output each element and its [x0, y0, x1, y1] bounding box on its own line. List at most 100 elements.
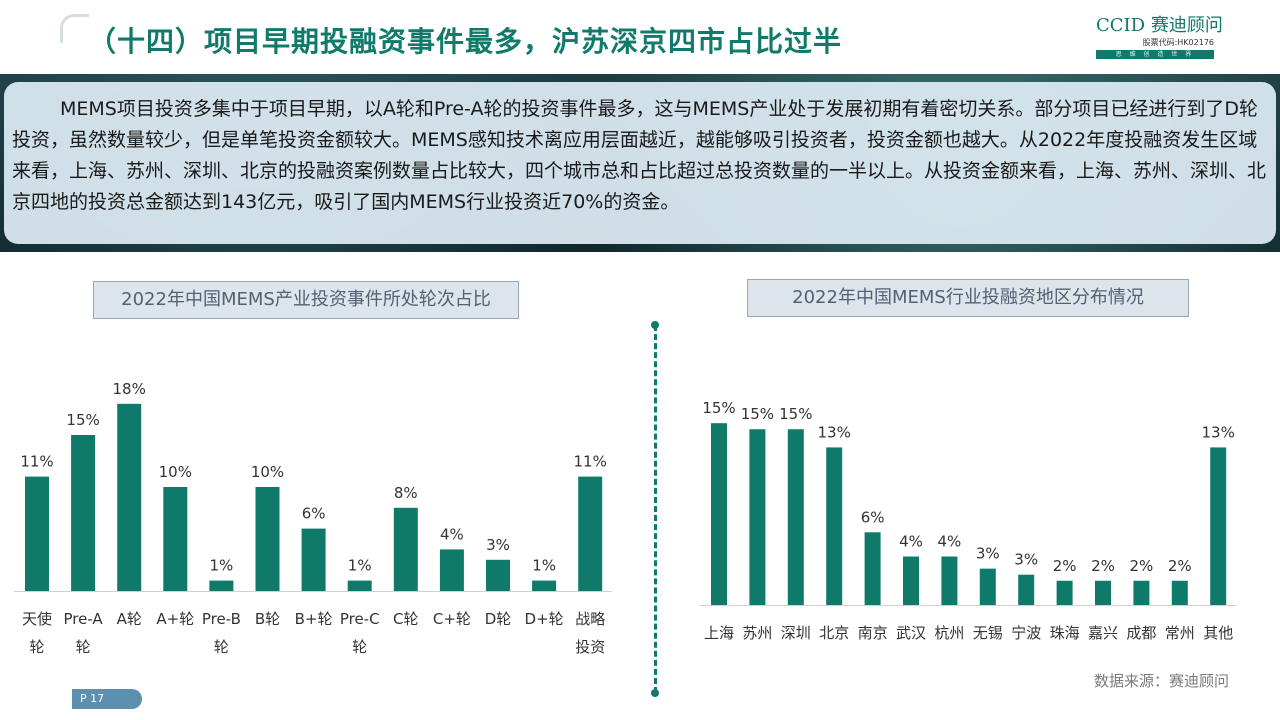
regions-category-label: 无锡 — [973, 624, 1003, 642]
regions-bar — [1133, 580, 1150, 605]
regions-bar — [749, 429, 766, 605]
rounds-category-label: 轮 — [352, 638, 367, 656]
rounds-data-label: 10% — [159, 463, 192, 481]
rounds-data-label: 11% — [20, 453, 53, 471]
regions-bar — [711, 423, 727, 605]
regions-data-label: 15% — [741, 405, 774, 423]
divider-bottom-dot — [651, 689, 659, 697]
section-divider — [654, 325, 657, 693]
regions-category-label: 武汉 — [896, 624, 926, 642]
rounds-bar — [347, 580, 372, 591]
rounds-bar — [301, 528, 326, 591]
rounds-category-label: C轮 — [393, 610, 418, 628]
regions-bar — [903, 556, 919, 605]
regions-data-label: 4% — [938, 533, 962, 551]
rounds-category-label: B轮 — [255, 610, 280, 628]
rounds-data-label: 3% — [486, 536, 510, 554]
rounds-bar — [578, 476, 603, 591]
regions-bar — [979, 568, 996, 605]
rounds-bar — [255, 487, 280, 591]
rounds-data-label: 18% — [113, 380, 146, 398]
divider-top-dot — [651, 321, 659, 329]
rounds-bar — [439, 549, 464, 591]
rounds-chart-title: 2022年中国MEMS产业投资事件所处轮次占比 — [93, 281, 519, 319]
logo-brand-cn: 赛迪顾问 — [1150, 15, 1223, 36]
regions-category-label: 杭州 — [934, 624, 964, 642]
regions-bar — [1210, 447, 1227, 605]
regions-bar — [826, 447, 843, 605]
rounds-data-label: 4% — [440, 525, 464, 543]
regions-data-label: 15% — [702, 399, 735, 417]
regions-category-label: 嘉兴 — [1088, 624, 1118, 642]
regions-category-label: 南京 — [858, 624, 888, 642]
regions-category-label: 成都 — [1126, 624, 1156, 642]
logo-brand: CCID — [1096, 15, 1146, 36]
regions-data-label: 2% — [1053, 557, 1077, 575]
regions-data-label: 2% — [1168, 557, 1192, 575]
rounds-bar — [209, 580, 234, 591]
rounds-bar — [393, 507, 418, 591]
rounds-bar — [25, 476, 49, 591]
logo-stock-code: 股票代码:HK02176 — [1142, 38, 1214, 47]
rounds-category-label: C+轮 — [433, 610, 471, 628]
corner-decoration — [60, 14, 89, 43]
rounds-category-label: 轮 — [29, 638, 44, 656]
regions-data-label: 3% — [1014, 551, 1038, 569]
rounds-data-label: 1% — [210, 557, 234, 575]
regions-data-label: 4% — [899, 533, 923, 551]
rounds-bar — [532, 580, 557, 591]
regions-bar — [1056, 580, 1073, 605]
rounds-data-label: 11% — [574, 453, 607, 471]
rounds-bar — [117, 403, 142, 591]
regions-data-label: 3% — [976, 545, 1000, 563]
rounds-category-label: D轮 — [485, 610, 512, 628]
regions-category-label: 苏州 — [742, 624, 772, 642]
rounds-category-label: Pre-C — [340, 610, 380, 628]
regions-data-label: 2% — [1130, 557, 1154, 575]
rounds-category-label: Pre-A — [63, 610, 103, 628]
rounds-bar — [71, 435, 96, 591]
rounds-category-label: 天使 — [22, 610, 52, 628]
rounds-data-label: 8% — [394, 484, 418, 502]
regions-bar — [864, 532, 881, 605]
regions-data-label: 15% — [779, 405, 812, 423]
regions-bar — [787, 429, 804, 605]
rounds-category-label: A轮 — [117, 610, 142, 628]
rounds-category-label: A+轮 — [156, 610, 194, 628]
summary-text: MEMS项目投资多集中于项目早期，以A轮和Pre-A轮的投资事件最多，这与MEM… — [12, 98, 1267, 213]
regions-data-label: 2% — [1091, 557, 1115, 575]
page-number-badge: P 17 — [72, 689, 142, 709]
page-title: （十四）项目早期投融资事件最多，沪苏深京四市占比过半 — [88, 25, 843, 58]
regions-chart-title: 2022年中国MEMS行业投融资地区分布情况 — [747, 279, 1189, 317]
summary-box: MEMS项目投资多集中于项目早期，以A轮和Pre-A轮的投资事件最多，这与MEM… — [4, 82, 1276, 244]
regions-data-label: 6% — [861, 508, 885, 526]
rounds-bar — [163, 487, 188, 591]
regions-bar — [1171, 580, 1188, 605]
regions-category-label: 宁波 — [1011, 624, 1041, 642]
regions-category-label: 上海 — [704, 624, 734, 642]
regions-category-label: 深圳 — [781, 624, 811, 642]
regions-data-label: 13% — [1202, 423, 1235, 441]
rounds-category-label: 投资 — [575, 638, 605, 656]
regions-category-label: 珠海 — [1050, 624, 1080, 642]
regions-category-label: 常州 — [1165, 624, 1195, 642]
data-source: 数据来源：赛迪顾问 — [1094, 672, 1230, 690]
regions-data-label: 13% — [818, 423, 851, 441]
rounds-category-label: 轮 — [76, 638, 91, 656]
summary-banner: MEMS项目投资多集中于项目早期，以A轮和Pre-A轮的投资事件最多，这与MEM… — [0, 74, 1280, 252]
regions-category-label: 其他 — [1203, 624, 1233, 642]
rounds-category-label: D+轮 — [525, 610, 564, 628]
regions-bar — [941, 556, 958, 605]
regions-bar — [1095, 580, 1111, 605]
logo-wordmark: CCID 赛迪顾问 — [1096, 15, 1223, 36]
regions-bar — [1018, 574, 1035, 605]
rounds-data-label: 1% — [532, 557, 556, 575]
rounds-category-label: 轮 — [214, 638, 229, 656]
rounds-category-label: Pre-B — [202, 610, 241, 628]
rounds-category-label: B+轮 — [295, 610, 333, 628]
rounds-data-label: 6% — [302, 505, 326, 523]
rounds-data-label: 1% — [348, 557, 372, 575]
regions-category-label: 北京 — [819, 624, 849, 642]
rounds-category-label: 战略 — [575, 610, 605, 628]
